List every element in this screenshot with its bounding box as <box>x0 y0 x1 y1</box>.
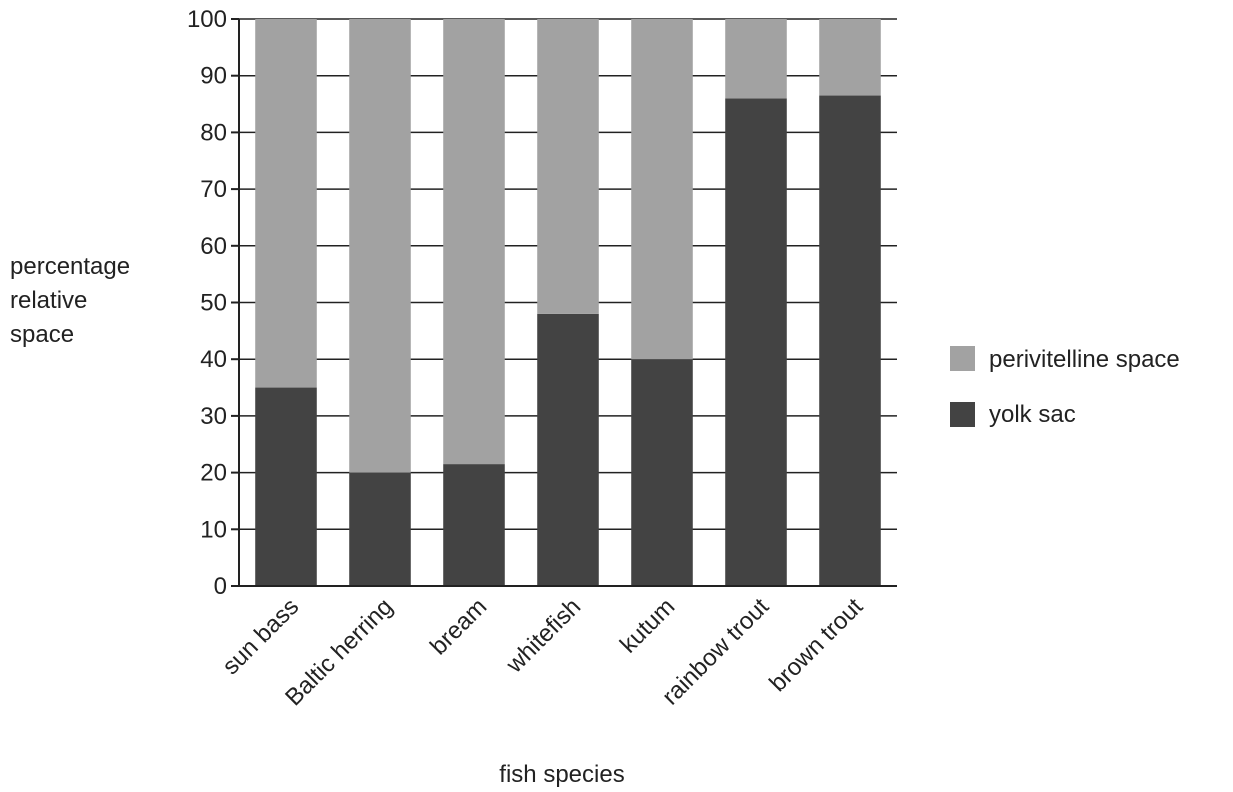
bar-bream-perivitelline-space <box>443 19 505 465</box>
legend-swatch-perivitelline-space <box>950 346 975 371</box>
y-tick-label: 50 <box>200 290 227 317</box>
legend: perivitelline space yolk sac <box>950 346 1180 428</box>
y-tick-label: 10 <box>200 516 227 543</box>
bar-sun-bass-yolk-sac <box>255 387 317 586</box>
x-tick-label-bream: bream <box>425 593 492 660</box>
bar-kutum-yolk-sac <box>631 359 693 586</box>
y-tick-label: 40 <box>200 346 227 373</box>
legend-label-yolk-sac: yolk sac <box>989 401 1076 428</box>
y-axis-title-line-3: space <box>10 321 74 348</box>
bar-bream-yolk-sac <box>443 464 505 586</box>
bar-brown-trout-yolk-sac <box>819 95 881 587</box>
bar-sun-bass-perivitelline-space <box>255 19 317 388</box>
bar-baltic-herring-perivitelline-space <box>349 19 411 473</box>
x-tick-label-brown-trout: brown trout <box>764 593 868 697</box>
bar-rainbow-trout-perivitelline-space <box>725 19 787 99</box>
y-tick-label: 80 <box>200 119 227 146</box>
y-tick-label: 0 <box>214 573 227 600</box>
y-tick-label: 90 <box>200 63 227 90</box>
legend-label-perivitelline-space: perivitelline space <box>989 346 1180 373</box>
bar-kutum-perivitelline-space <box>631 19 693 360</box>
y-tick-labels: 0 10 20 30 40 50 60 70 80 90 100 <box>187 6 239 600</box>
y-axis-title-line-1: percentage <box>10 253 130 280</box>
x-axis-title: fish species <box>499 761 624 788</box>
legend-swatch-yolk-sac <box>950 402 975 427</box>
bar-rainbow-trout-yolk-sac <box>725 98 787 586</box>
y-tick-label: 20 <box>200 460 227 487</box>
x-tick-label-whitefish: whitefish <box>500 593 586 679</box>
y-tick-label: 30 <box>200 403 227 430</box>
y-axis-title-line-2: relative <box>10 287 87 314</box>
y-tick-label: 100 <box>187 6 227 33</box>
y-tick-label: 70 <box>200 176 227 203</box>
bar-brown-trout-perivitelline-space <box>819 19 881 96</box>
bar-whitefish-perivitelline-space <box>537 19 599 314</box>
x-tick-label-kutum: kutum <box>615 593 680 658</box>
bars <box>255 19 881 587</box>
y-tick-label: 60 <box>200 233 227 260</box>
bar-baltic-herring-yolk-sac <box>349 472 411 586</box>
bar-whitefish-yolk-sac <box>537 313 599 586</box>
x-tick-label-sun-bass: sun bass <box>217 593 304 680</box>
